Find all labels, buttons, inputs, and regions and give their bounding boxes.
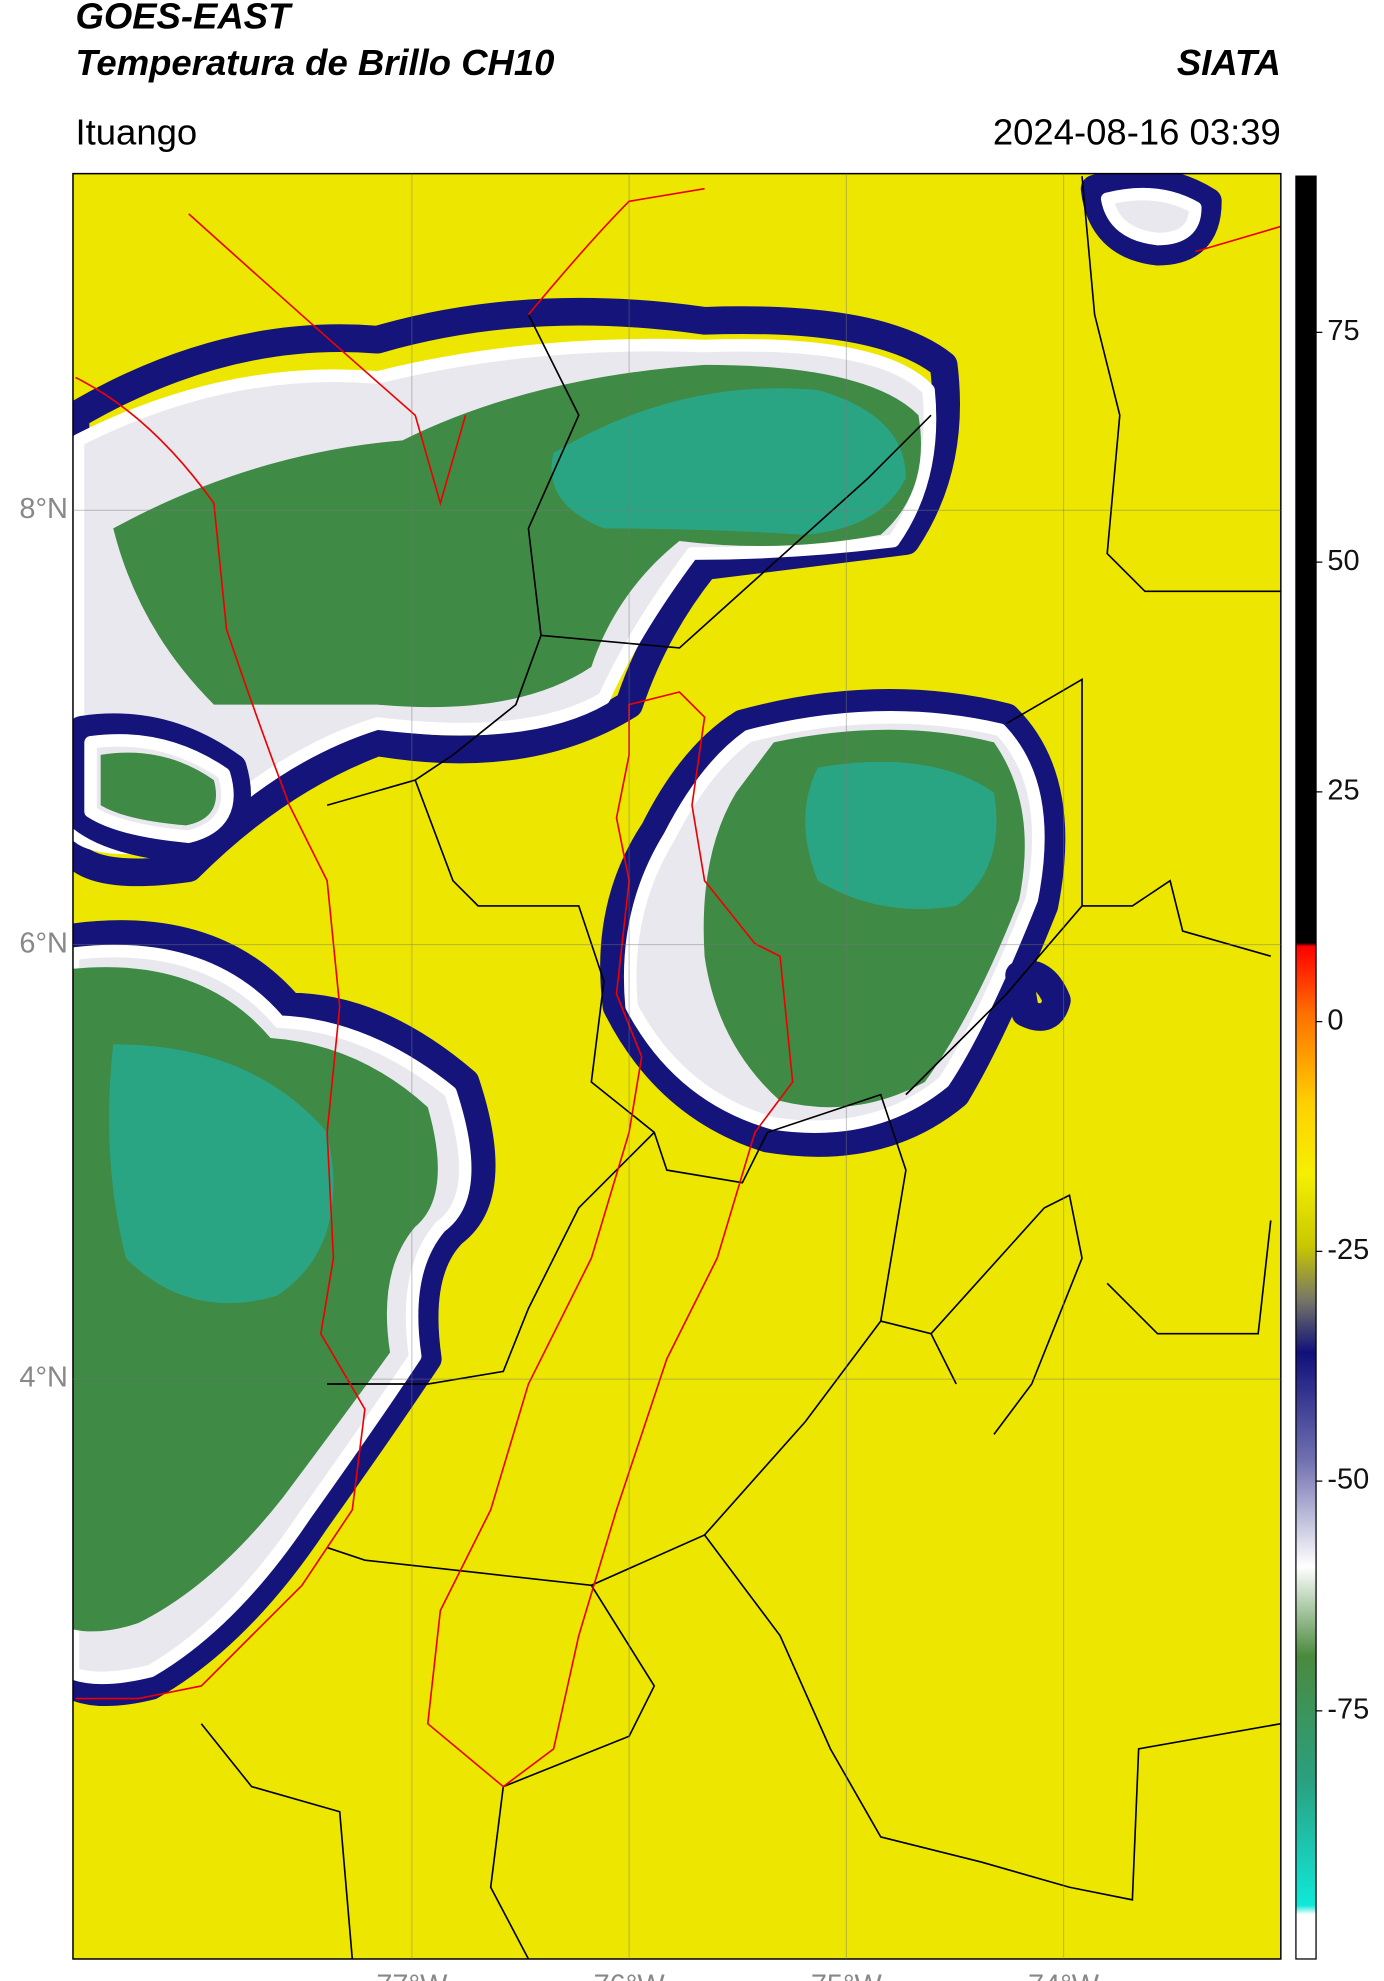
satellite-image xyxy=(72,173,1281,1959)
x-tick-label: 76°W xyxy=(594,1969,666,1981)
map-frame xyxy=(72,172,1282,1960)
y-tick-label: 6°N xyxy=(19,927,68,959)
colorbar-tick-label: -75 xyxy=(1327,1693,1369,1725)
colorbar-tick-label: -50 xyxy=(1327,1464,1369,1496)
colorbar-tick-label: 25 xyxy=(1327,775,1359,807)
x-tick-label: 75°W xyxy=(811,1969,883,1981)
source: SIATA xyxy=(1177,42,1281,83)
y-tick-label: 4°N xyxy=(19,1362,68,1394)
colorbar-tick-label: 75 xyxy=(1327,315,1359,347)
y-tick-label: 8°N xyxy=(19,493,68,525)
location: Ituango xyxy=(75,111,197,152)
colorbar-tick-label: 0 xyxy=(1327,1004,1343,1036)
colorbar-tick-label: 50 xyxy=(1327,545,1359,577)
colorbar xyxy=(1295,175,1317,1960)
datetime: 2024-08-16 03:39 xyxy=(993,111,1281,152)
title: GOES-EAST xyxy=(75,0,293,37)
colorbar-tick-label: -25 xyxy=(1327,1234,1369,1266)
subtitle: Temperatura de Brillo CH10 xyxy=(75,42,554,83)
x-tick-label: 74°W xyxy=(1028,1969,1100,1981)
x-tick-label: 77°W xyxy=(376,1969,448,1981)
